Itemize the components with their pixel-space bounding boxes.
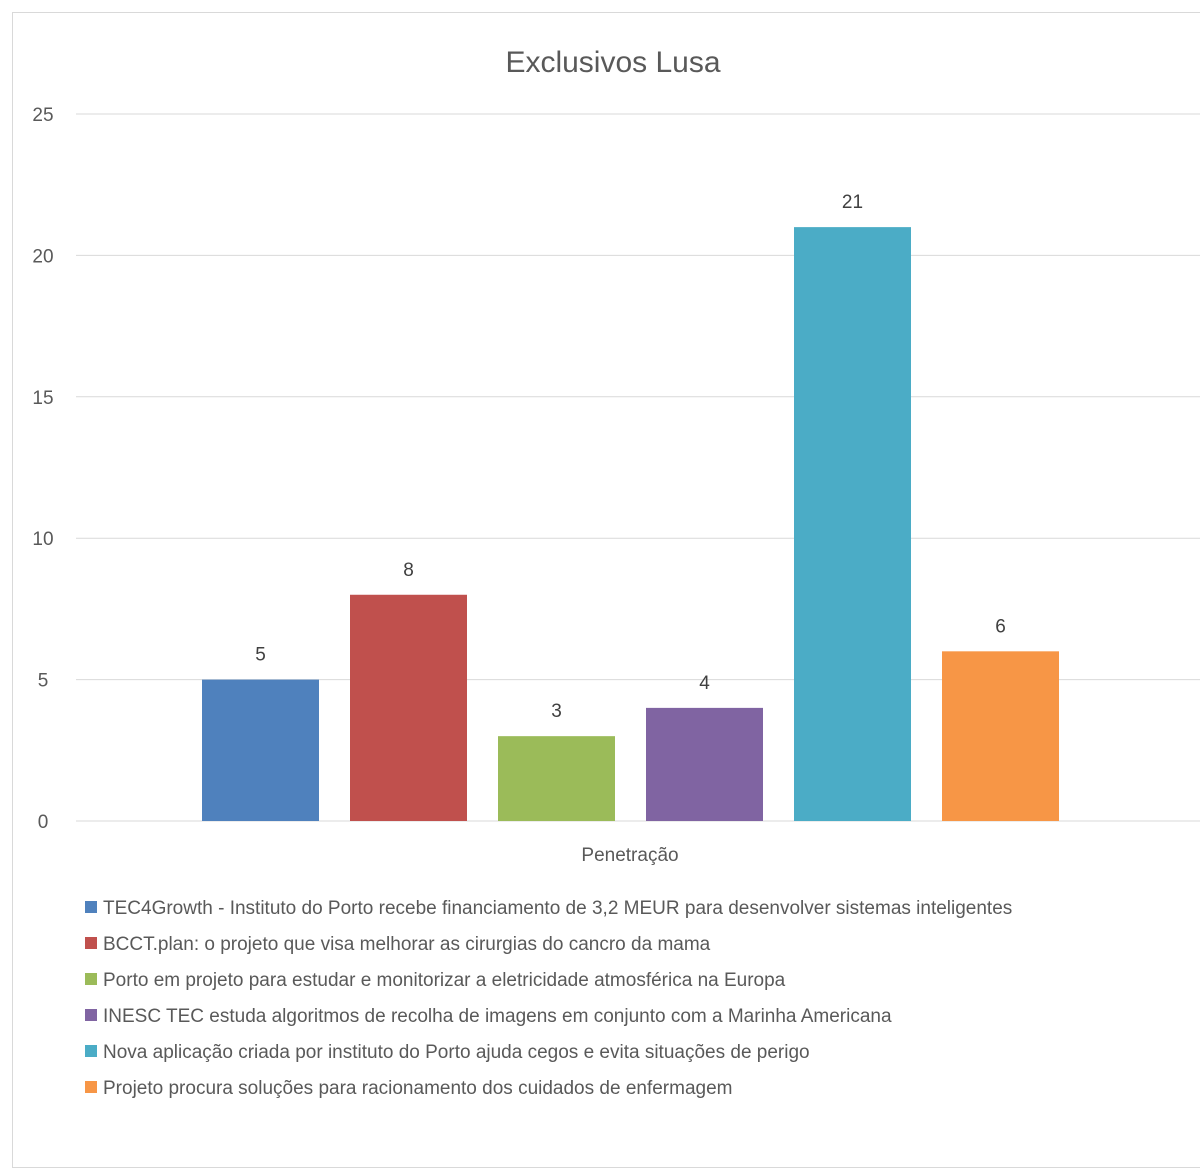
bar-series-1 (202, 679, 319, 821)
y-tick-label: 25 (32, 105, 53, 126)
legend-swatch (85, 973, 97, 985)
data-label: 3 (551, 701, 562, 722)
legend: TEC4Growth - Instituto do Porto recebe f… (85, 898, 1012, 1099)
data-label: 21 (842, 192, 863, 213)
legend-swatch (85, 1009, 97, 1021)
legend-swatch (85, 937, 97, 949)
data-label: 8 (403, 560, 414, 581)
legend-entry-3: Porto em projeto para estudar e monitori… (103, 970, 786, 991)
legend-entry-4: INESC TEC estuda algoritmos de recolha d… (103, 1006, 892, 1027)
bar-series-6 (942, 651, 1059, 821)
data-label: 6 (995, 616, 1006, 637)
y-tick-label: 20 (32, 246, 53, 267)
data-label: 5 (255, 645, 266, 666)
bar-series-3 (498, 736, 615, 821)
bar-chart: Exclusivos Lusa 0 5 10 15 20 25 5 8 3 4 21 6 Penet… (32, 46, 1200, 1099)
legend-entry-1: TEC4Growth - Instituto do Porto recebe f… (103, 898, 1012, 919)
legend-swatch (85, 1045, 97, 1057)
y-tick-label: 5 (38, 671, 49, 692)
legend-swatch (85, 1081, 97, 1093)
bar-series-2 (350, 594, 467, 821)
y-tick-label: 15 (32, 388, 53, 409)
y-tick-label: 0 (38, 812, 49, 833)
data-labels: 5 8 3 4 21 6 (255, 192, 1006, 722)
chart-title: Exclusivos Lusa (505, 46, 720, 79)
data-label: 4 (699, 673, 710, 694)
legend-entry-5: Nova aplicação criada por instituto do P… (103, 1042, 810, 1063)
legend-entry-2: BCCT.plan: o projeto que visa melhorar a… (103, 934, 711, 955)
y-tick-label: 10 (32, 529, 53, 550)
x-axis-categories: Penetração (581, 845, 678, 866)
legend-swatch (85, 901, 97, 913)
bars (202, 227, 1059, 821)
legend-entry-6: Projeto procura soluções para racionamen… (103, 1078, 732, 1099)
chart-container: Exclusivos Lusa 0 5 10 15 20 25 5 8 3 4 21 6 Penet… (12, 12, 1200, 1168)
bar-series-5 (794, 227, 911, 821)
bar-series-4 (646, 707, 763, 821)
y-axis-ticks: 0 5 10 15 20 25 (32, 105, 53, 833)
x-category-label: Penetração (581, 845, 678, 866)
